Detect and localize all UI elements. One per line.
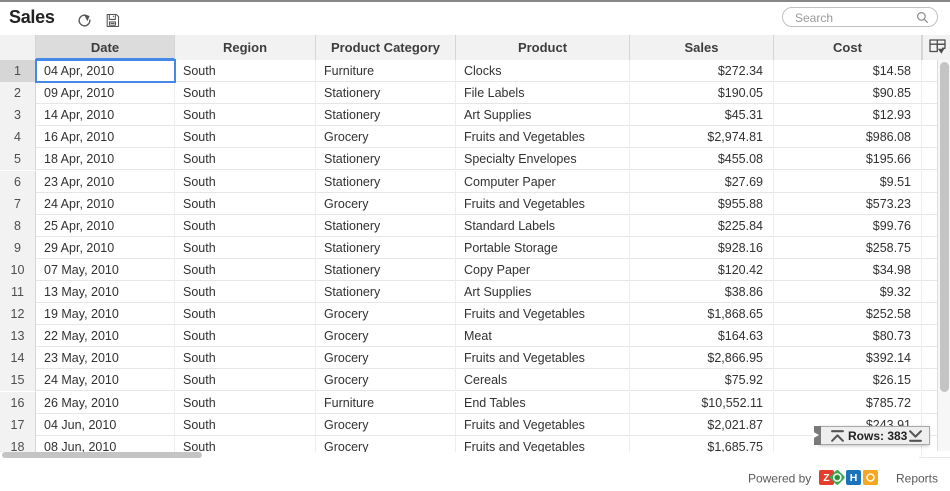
svg-text:Z: Z xyxy=(823,472,830,484)
svg-text:H: H xyxy=(849,472,857,484)
